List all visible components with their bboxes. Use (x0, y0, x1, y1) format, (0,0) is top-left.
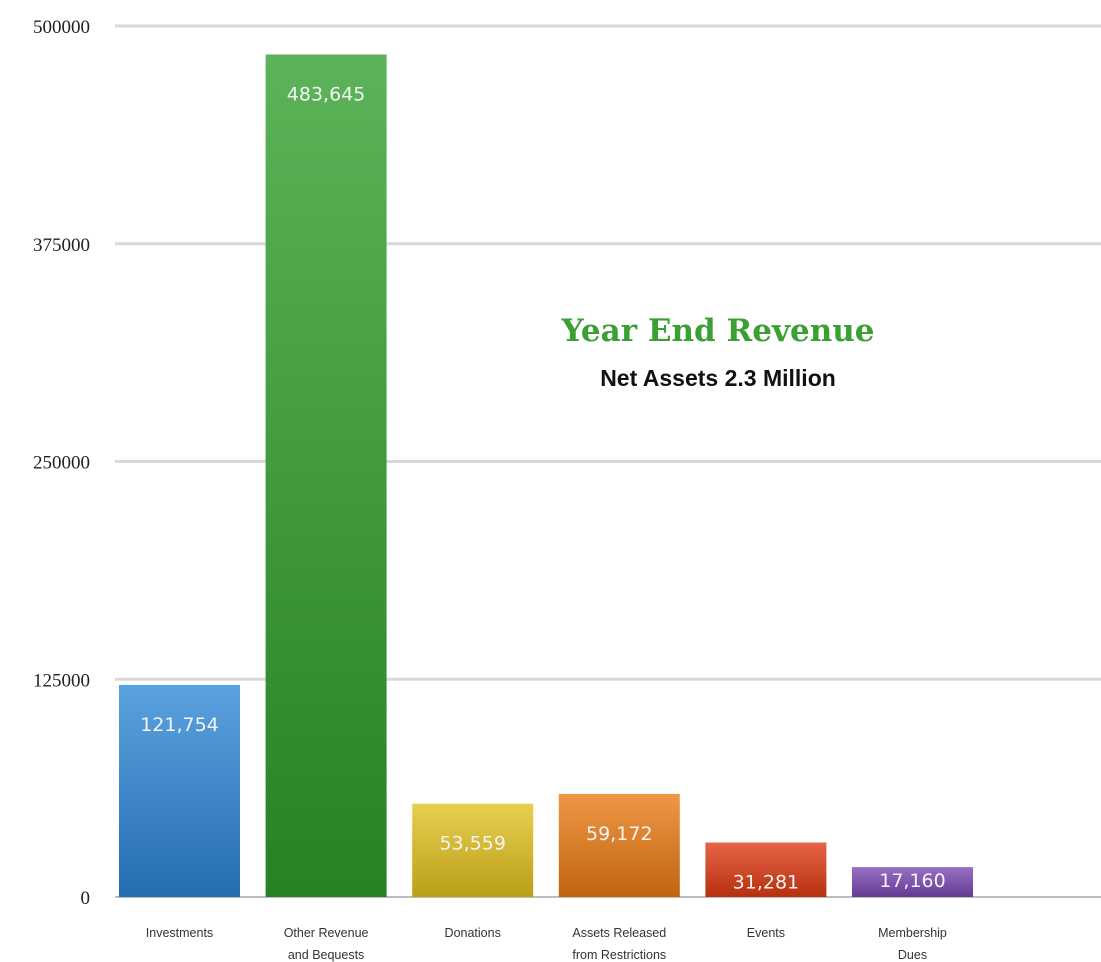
x-category-label: Membership Dues (878, 926, 947, 962)
x-category-label: Investments (146, 926, 213, 940)
bars (119, 54, 973, 897)
bar (119, 684, 240, 897)
bar-value-label: 17,160 (879, 870, 945, 892)
x-category-label-line: from Restrictions (572, 948, 666, 962)
chart-subtitle: Net Assets 2.3 Million (600, 365, 836, 391)
x-category-label-line: Assets Released (572, 926, 666, 940)
bar (412, 803, 534, 897)
y-tick-label: 125000 (33, 670, 90, 691)
bar-value-label: 59,172 (586, 823, 652, 845)
bar (265, 54, 387, 897)
gridlines (115, 24, 1101, 898)
x-category-label: Donations (445, 926, 501, 940)
x-category-label: Other Revenue and Bequests (284, 926, 369, 962)
x-category-label-line: Investments (146, 926, 213, 940)
chart-title: Year End Revenue (560, 313, 874, 349)
y-tick-label: 0 (81, 888, 91, 909)
x-category-label: Events (747, 926, 785, 940)
value-labels: 121,754 483,645 53,559 59,172 31,281 17,160 (140, 83, 946, 893)
category-labels: Investments Other Revenue and Bequests Dona… (146, 926, 947, 962)
x-category-label-line: Donations (445, 926, 501, 940)
bar-value-label: 53,559 (439, 833, 505, 855)
bar (852, 867, 973, 897)
bar (705, 842, 827, 897)
bar-value-label: 31,281 (733, 872, 799, 894)
y-axis-ticks: 0 125000 250000 375000 500000 (33, 17, 90, 909)
bar (558, 793, 680, 897)
y-tick-label: 375000 (33, 235, 90, 256)
x-category-label: Assets Released from Restrictions (572, 926, 666, 962)
bar-value-label: 483,645 (287, 83, 366, 105)
y-tick-label: 250000 (33, 453, 90, 474)
x-category-label-line: Membership (878, 926, 947, 940)
x-category-label-line: Events (747, 926, 785, 940)
y-tick-label: 500000 (33, 17, 90, 38)
x-category-label-line: Other Revenue (284, 926, 369, 940)
x-category-label-line: and Bequests (288, 948, 364, 962)
x-category-label-line: Dues (898, 948, 927, 962)
bar-value-label: 121,754 (140, 714, 219, 736)
